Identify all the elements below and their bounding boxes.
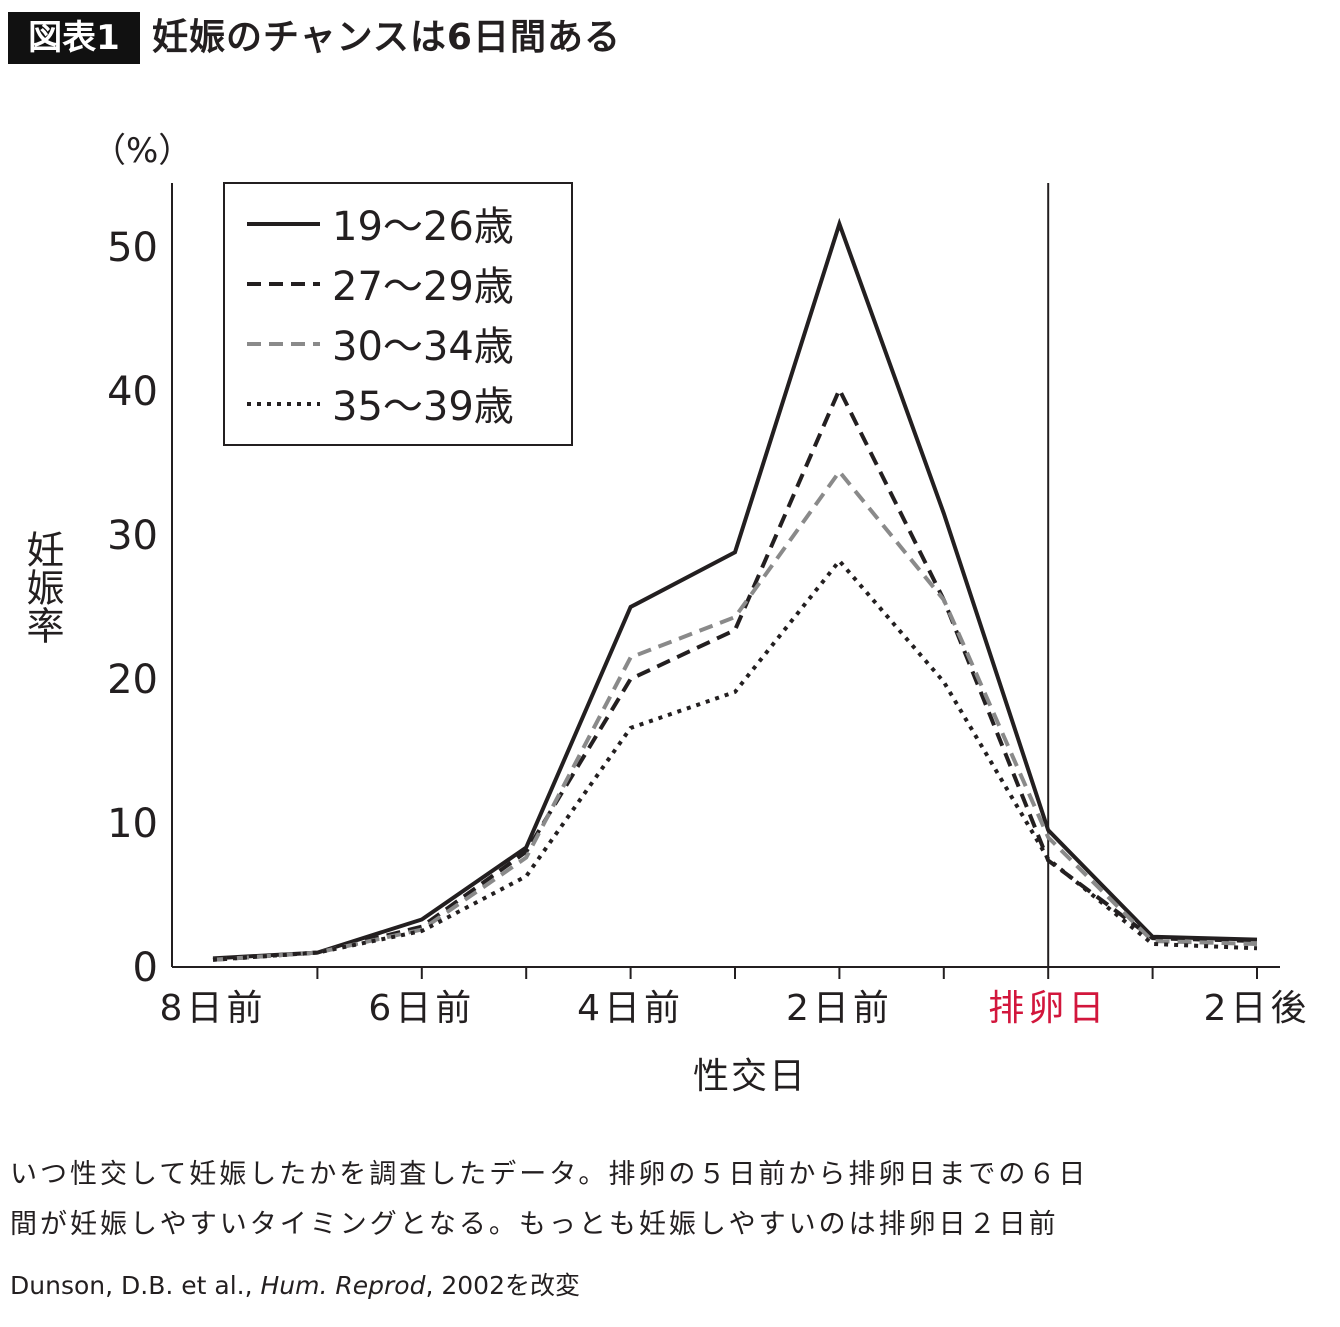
x-axis-label: 性交日 (693, 1056, 807, 1097)
series-line-1 (212, 217, 1258, 961)
y-tick-label: 30 (107, 513, 158, 559)
legend-label-1: 19〜26歳 (332, 204, 514, 250)
y-axis-label: 妊娠率 (20, 530, 64, 644)
y-unit-label: （%） (92, 131, 192, 171)
source-rest: , 2002を改変 (425, 1271, 580, 1300)
series-line-3 (212, 468, 1258, 962)
source-citation: Dunson, D.B. et al., Hum. Reprod, 2002を改… (10, 1266, 580, 1302)
y-tick-label: 50 (107, 225, 158, 271)
source-authors: Dunson, D.B. et al., (10, 1271, 261, 1300)
x-tick-label: 4日前 (577, 988, 684, 1029)
legend-label-2: 27〜29歳 (332, 264, 514, 310)
x-tick-label: 6日前 (368, 988, 475, 1029)
series-line-2 (212, 384, 1258, 962)
caption-line-2: 間が妊娠しやすいタイミングとなる。もっとも妊娠しやすいのは排卵日２日前 (10, 1209, 1059, 1240)
legend-label-3: 30〜34歳 (332, 324, 514, 370)
y-tick-label: 10 (107, 801, 158, 847)
figure-badge: 図表1 (8, 12, 140, 64)
legend-box (223, 182, 573, 446)
x-tick-label: 2日前 (786, 988, 893, 1029)
legend-label-4: 35〜39歳 (332, 384, 514, 430)
y-tick-label: 40 (107, 369, 158, 415)
x-tick-label: 8日前 (160, 988, 267, 1029)
chart-title: 妊娠のチャンスは6日間ある (152, 17, 621, 58)
caption-line-1: いつ性交して妊娠したかを調査したデータ。排卵の５日前から排卵日までの６日 (10, 1159, 1089, 1190)
series-line-4 (212, 557, 1258, 962)
x-tick-label: 2日後 (1204, 988, 1311, 1029)
source-journal: Hum. Reprod (260, 1271, 426, 1300)
y-tick-label: 20 (107, 657, 158, 703)
y-tick-label: 0 (133, 945, 158, 991)
x-tick-label: 排卵日 (988, 988, 1108, 1029)
